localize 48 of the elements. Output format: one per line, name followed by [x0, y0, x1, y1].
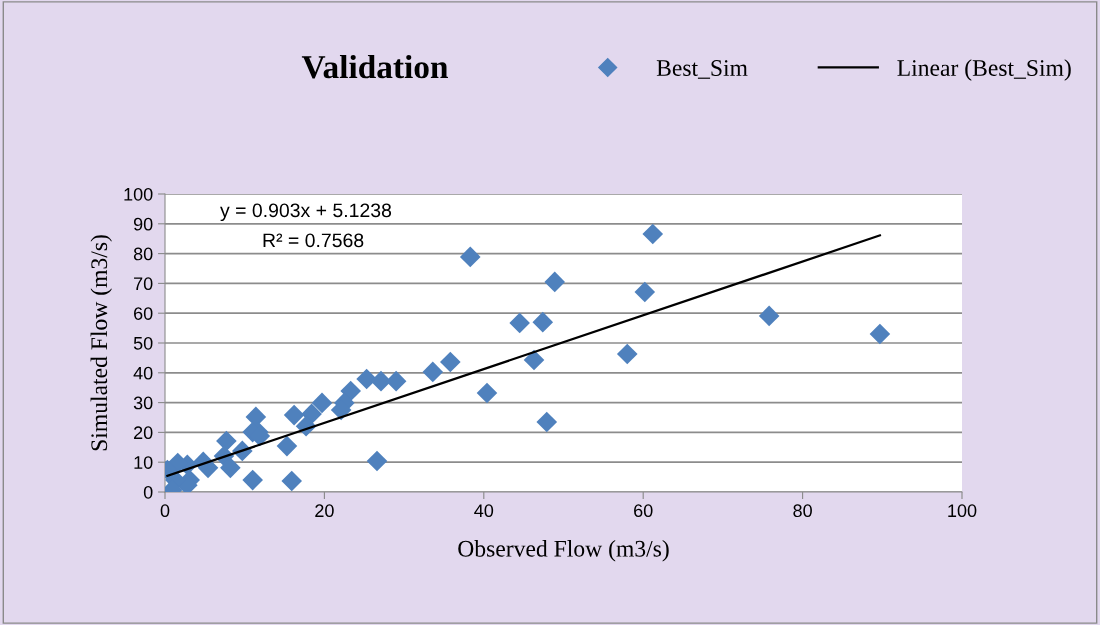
x-axis-title: Observed Flow (m3/s) [458, 540, 669, 562]
point [440, 351, 461, 373]
point [523, 349, 545, 371]
y-tick-label: 40 [133, 366, 153, 380]
y-tick-label: 70 [134, 277, 153, 291]
point [532, 311, 554, 333]
y-tick-label: 80 [133, 247, 153, 261]
point [385, 370, 407, 392]
point [476, 382, 498, 404]
point [758, 305, 780, 327]
y-tick-label: 0 [143, 485, 153, 499]
y-tick-label: 30 [133, 396, 153, 410]
point [509, 312, 530, 334]
point [340, 380, 361, 402]
point [311, 392, 333, 414]
point [422, 361, 444, 383]
point [276, 435, 298, 457]
point [283, 404, 305, 426]
point [634, 281, 656, 303]
point [366, 450, 388, 472]
x-tick-label: 60 [634, 504, 653, 518]
point [245, 406, 267, 428]
point [281, 470, 303, 492]
y-tick-label: 10 [134, 456, 153, 469]
legend-label: Linear (Best_Sim) [897, 59, 1071, 81]
x-tick-label: 100 [948, 504, 977, 518]
y-tick-label: 50 [133, 336, 153, 350]
x-tick-label: 0 [160, 504, 170, 518]
y-tick-label: 100 [124, 187, 153, 201]
chart-title: Validation [301, 54, 448, 79]
y-tick-label: 90 [133, 217, 153, 231]
annotation: y = 0.903x + 5.1238 [220, 203, 392, 222]
point [642, 223, 664, 245]
point [536, 411, 558, 433]
x-tick-label: 40 [474, 504, 494, 518]
point [544, 271, 566, 293]
legend-label: Best_Sim [656, 60, 748, 79]
x-tick-label: 20 [315, 504, 334, 518]
annotation: R² = 0.7568 [263, 233, 364, 248]
point [616, 343, 638, 365]
y-axis-title: Simulated Flow (m3/s) [90, 235, 112, 451]
point [869, 323, 891, 345]
y-tick-label: 60 [134, 307, 153, 320]
point [242, 469, 263, 491]
x-tick-label: 80 [793, 504, 812, 518]
point [220, 457, 241, 479]
point [459, 246, 481, 268]
y-tick-label: 20 [134, 426, 153, 440]
